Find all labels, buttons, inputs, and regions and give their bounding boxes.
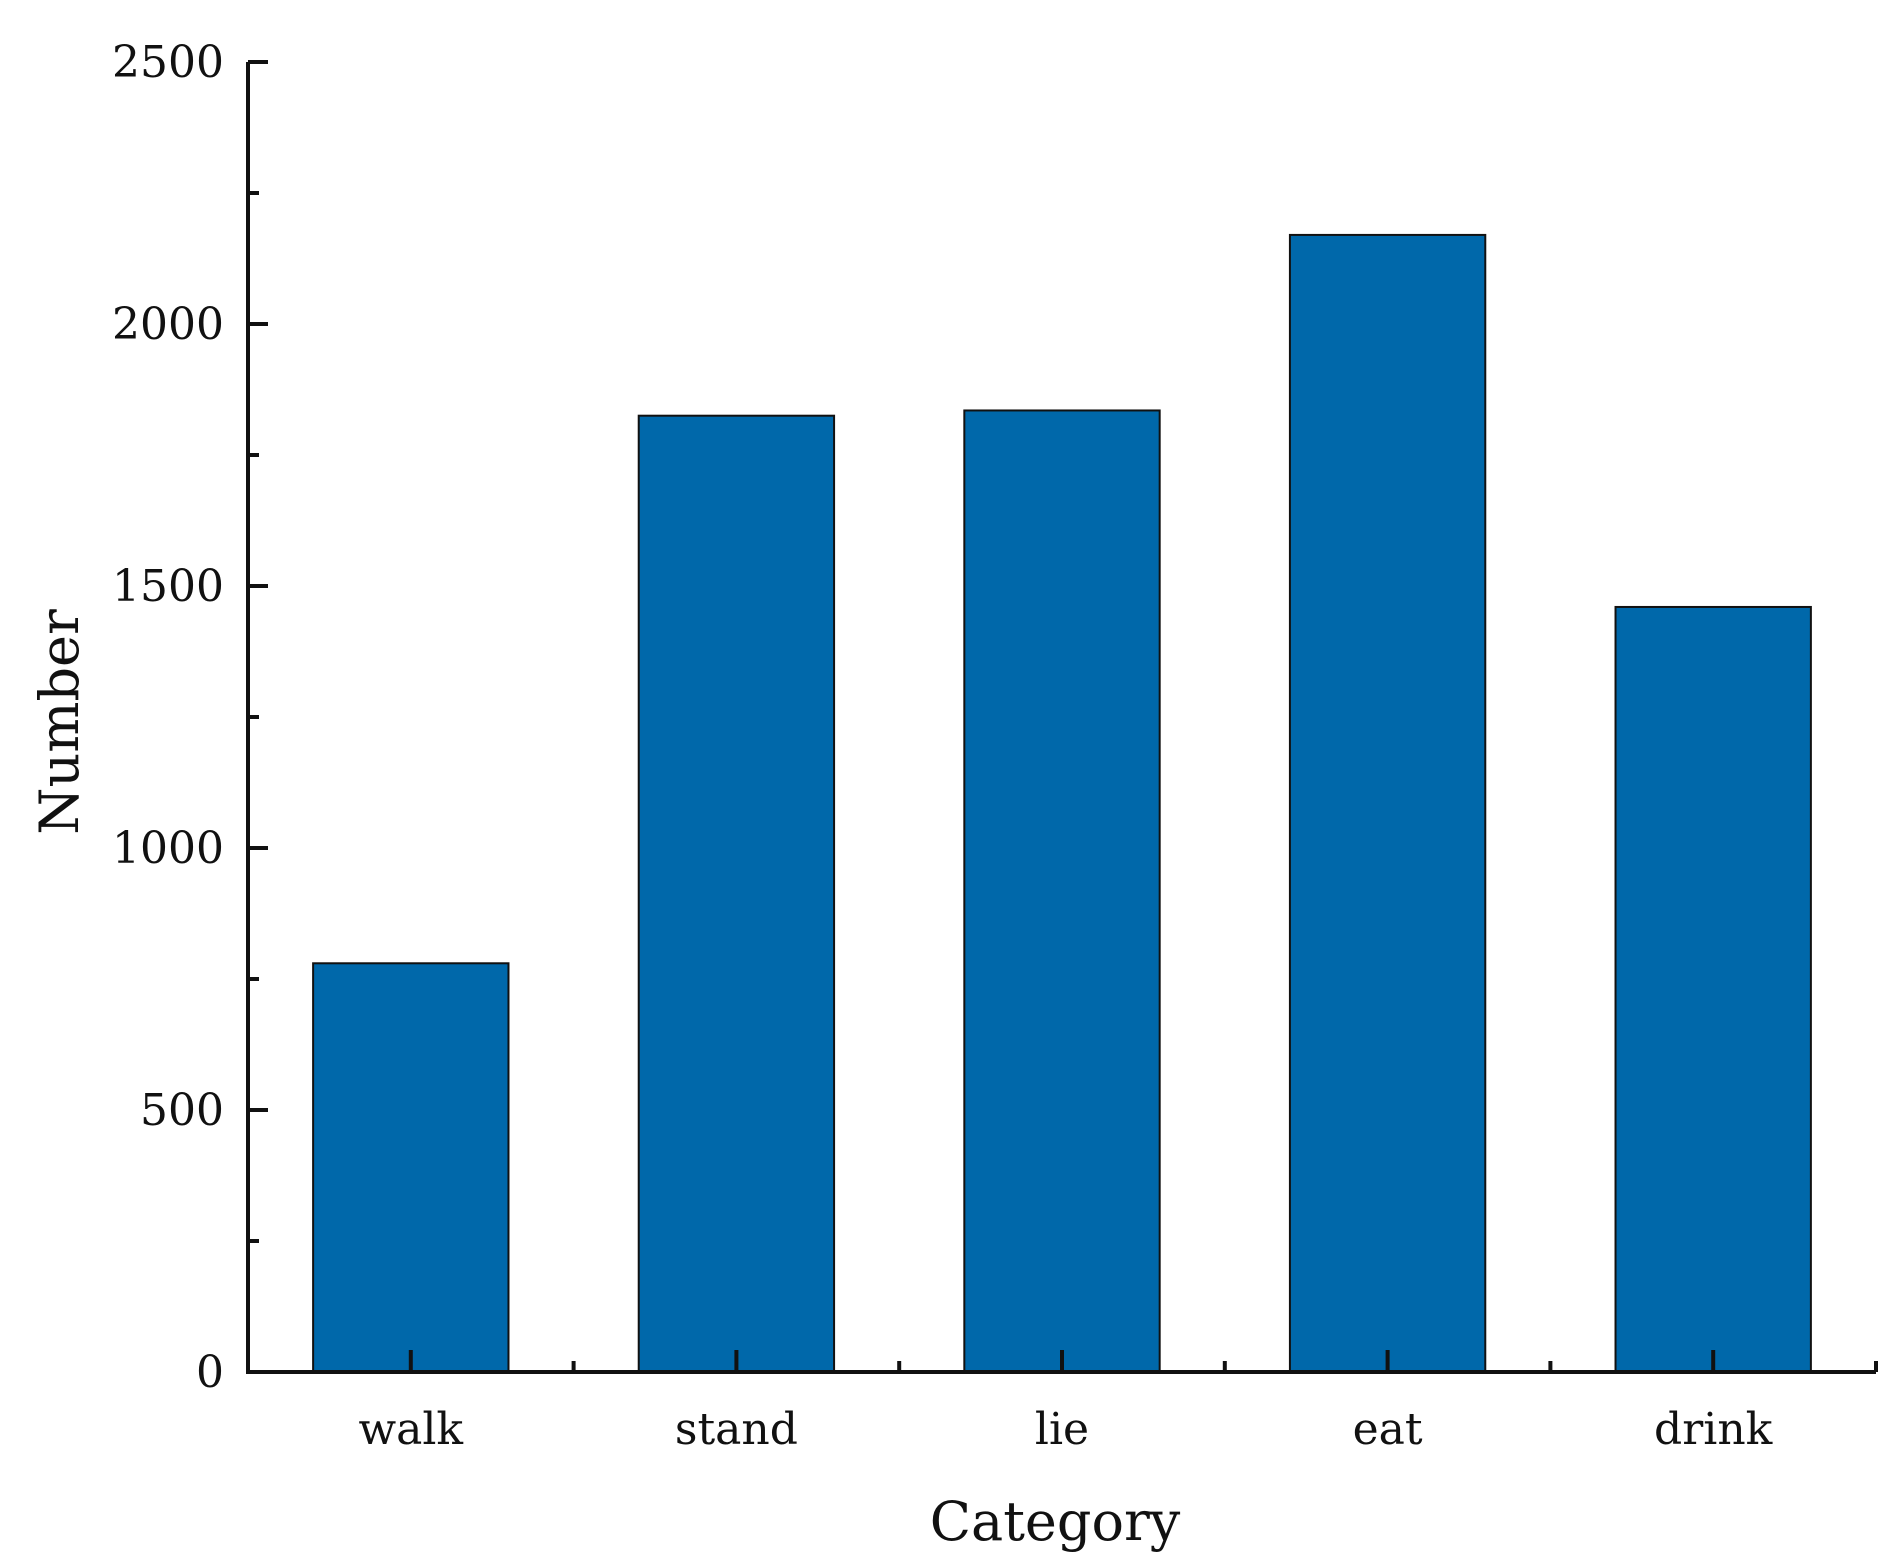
tick-labels-group: 0 500 1000 1500 2000 2500 walk stand lie eat drink: [112, 37, 1773, 1455]
x-axis-title: Category: [930, 1490, 1181, 1553]
bar-eat: [1288, 233, 1487, 1373]
y-tick-label: 1500: [112, 561, 224, 612]
y-tick-label: 1000: [112, 823, 224, 874]
bar-drink: [1614, 605, 1812, 1373]
y-tick-label: 500: [140, 1085, 224, 1136]
x-tick-label-lie: lie: [1035, 1404, 1089, 1455]
x-tick-label-walk: walk: [358, 1404, 463, 1455]
x-tick-label-stand: stand: [675, 1404, 798, 1455]
y-tick-label: 2000: [112, 299, 224, 350]
bars-group: [312, 233, 1812, 1374]
y-axis-title: Number: [28, 609, 91, 835]
x-tick-label-drink: drink: [1654, 1404, 1773, 1455]
x-tick-label-eat: eat: [1353, 1404, 1423, 1455]
axes-group: [246, 60, 1878, 1374]
bar-stand: [637, 414, 836, 1373]
y-tick-label: 0: [196, 1347, 224, 1398]
bar-walk: [312, 962, 510, 1374]
bar-lie: [963, 409, 1161, 1373]
y-tick-label: 2500: [112, 37, 224, 88]
